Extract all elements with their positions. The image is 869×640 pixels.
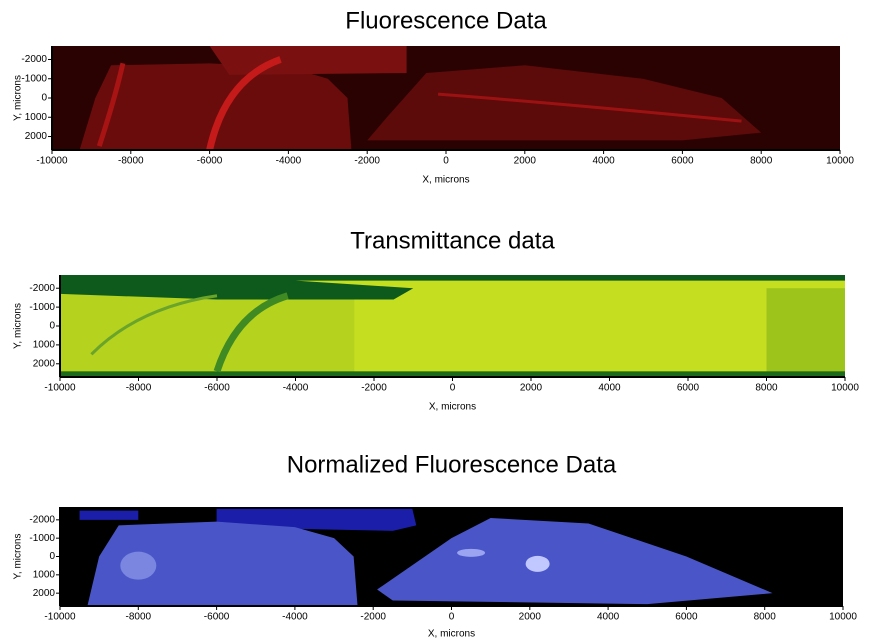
y-axis-label: Y, microns [13,534,24,580]
y-tick-label: 1000 [33,569,56,580]
image-highlight [120,551,157,580]
x-axis-label: X, microns [422,175,469,186]
x-tick-label: 0 [450,383,456,394]
y-tick-label: 0 [41,93,47,104]
image-region [766,288,845,377]
y-tick-label: 0 [49,551,55,562]
x-tick-label: 4000 [598,383,621,394]
x-tick-label: 10000 [831,383,859,394]
y-tick-label: -2000 [29,283,55,294]
image-region [79,63,352,150]
x-tick-label: 0 [443,156,449,167]
y-tick-label: -2000 [29,514,55,525]
x-tick-label: -2000 [360,612,386,623]
image-highlight [525,555,550,572]
image-region [209,46,407,75]
plot-image [52,46,840,150]
x-tick-label: 6000 [675,612,698,623]
x-tick-label: -10000 [44,383,76,394]
plot-image [60,275,845,377]
x-tick-label: 10000 [829,612,857,623]
x-tick-label: -4000 [283,383,309,394]
chart: Fluorescence Data-10000 -8000 -6000 -4000 -2… [13,7,855,185]
y-tick-label: 1000 [33,340,56,351]
x-tick-label: -6000 [197,156,223,167]
chart-title: Normalized Fluorescence Data [287,451,617,478]
x-tick-label: -6000 [204,383,230,394]
x-tick-label: -4000 [276,156,302,167]
image-band [60,371,845,377]
y-tick-label: 1000 [25,112,48,123]
x-tick-label: 8000 [754,612,777,623]
x-tick-label: 4000 [597,612,620,623]
x-tick-label: 10000 [826,156,854,167]
x-tick-label: 4000 [592,156,615,167]
y-tick-label: -2000 [21,54,47,65]
image-streak [90,294,218,356]
image-region [79,510,139,520]
y-tick-label: 2000 [25,131,48,142]
chart: Transmittance data-10000 -8000 -6000 -4000-… [13,227,860,412]
image-streak [96,62,126,147]
chart: Normalized Fluorescence Data-10000 -8000-… [13,451,858,639]
image-region [87,521,358,606]
y-tick-label: -1000 [29,302,55,313]
x-tick-label: 6000 [671,156,694,167]
image-streak [438,92,742,123]
y-tick-label: 2000 [33,358,56,369]
x-tick-label: 8000 [755,383,778,394]
chart-title: Transmittance data [350,227,555,254]
y-axis-label: Y, microns [13,75,24,121]
image-region [60,292,355,377]
image-region [377,518,773,605]
x-tick-label: 8000 [750,156,773,167]
plot-image [60,507,843,606]
y-axis-label: Y, microns [13,303,24,349]
x-tick-label: -10000 [36,156,68,167]
x-tick-label: -10000 [44,612,76,623]
x-tick-label: 2000 [519,612,542,623]
x-tick-label: -2000 [354,156,380,167]
x-tick-label: 2000 [520,383,543,394]
x-tick-label: 0 [449,612,455,623]
y-tick-label: -1000 [21,73,47,84]
image-streak [206,56,282,150]
x-axis-label: X, microns [429,402,476,413]
image-streak [213,292,289,373]
image-region [367,65,762,141]
x-tick-label: -8000 [126,383,152,394]
x-tick-label: -6000 [204,612,230,623]
x-tick-label: 2000 [514,156,537,167]
y-tick-label: 2000 [33,588,56,599]
x-tick-label: -8000 [118,156,144,167]
image-highlight [457,548,486,557]
y-tick-label: -1000 [29,533,55,544]
x-tick-label: -8000 [126,612,152,623]
x-axis-label: X, microns [428,629,475,640]
x-tick-label: -2000 [361,383,387,394]
image-band [60,275,845,300]
chart-title: Fluorescence Data [345,7,547,34]
x-tick-label: -4000 [282,612,308,623]
y-tick-label: 0 [49,321,55,332]
x-tick-label: 6000 [677,383,700,394]
